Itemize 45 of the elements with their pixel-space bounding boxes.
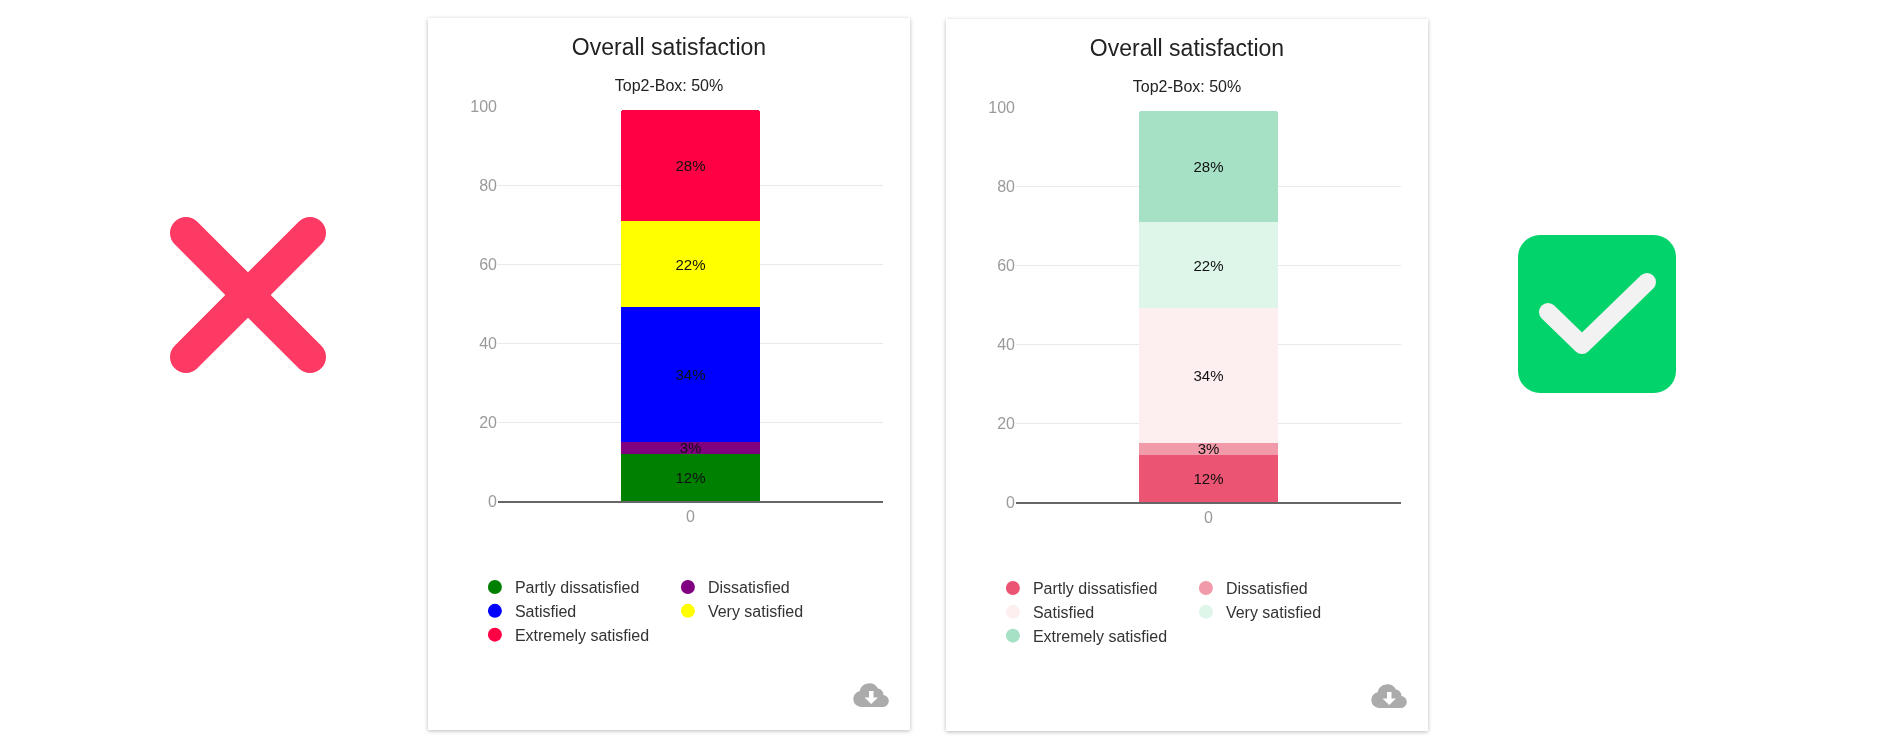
y-tick-label: 100 — [470, 97, 498, 115]
chart-title: Overall satisfaction — [1089, 34, 1285, 61]
legend-label: Partly dissatisfied — [1032, 580, 1158, 598]
bar — [1139, 308, 1278, 443]
legend-label: Dissatisfied — [1225, 580, 1308, 598]
y-tick-label: 40 — [997, 335, 1016, 353]
chart-subtitle: Top2-Box: 50% — [614, 76, 724, 94]
y-tick-label: 100 — [988, 98, 1016, 116]
y-tick-label: 60 — [479, 255, 498, 273]
data-label: 3% — [679, 439, 702, 457]
legend-label: Satisfied — [514, 603, 577, 621]
bar — [621, 453, 760, 501]
legend-label: Extremely satisfied — [514, 626, 650, 644]
data-label: 12% — [1193, 469, 1224, 487]
data-label: 28% — [675, 156, 706, 174]
legend-label: Dissatisfied — [707, 579, 790, 597]
data-label: 22% — [1193, 256, 1224, 274]
y-tick-label: 80 — [997, 177, 1016, 195]
data-label: 34% — [1193, 367, 1224, 385]
legend-label: Very satisfied — [707, 603, 804, 621]
y-tick-label: 0 — [1006, 493, 1016, 511]
y-tick-label: 20 — [997, 414, 1016, 432]
chart-title: Overall satisfaction — [571, 33, 767, 60]
y-tick-label: 20 — [479, 413, 498, 431]
legend-label: Satisfied — [1032, 604, 1095, 622]
bar — [621, 307, 760, 442]
legend-label: Very satisfied — [1225, 604, 1322, 622]
legend-label: Extremely satisfied — [1032, 627, 1168, 645]
bar — [621, 220, 760, 308]
y-tick-label: 40 — [479, 334, 498, 352]
data-label: 34% — [675, 366, 706, 384]
data-label: 28% — [1193, 157, 1224, 175]
data-label: 22% — [675, 255, 706, 273]
data-label: 12% — [675, 468, 706, 486]
bar — [621, 441, 760, 454]
y-tick-label: 60 — [997, 256, 1016, 274]
bar — [621, 109, 760, 221]
chart-subtitle: Top2-Box: 50% — [1132, 77, 1242, 95]
y-tick-label: 0 — [488, 492, 498, 510]
bar — [1139, 110, 1278, 222]
bar — [1139, 442, 1278, 455]
bar — [1139, 454, 1278, 502]
data-label: 3% — [1197, 440, 1220, 458]
legend-label: Partly dissatisfied — [514, 579, 640, 597]
y-tick-label: 80 — [479, 176, 498, 194]
